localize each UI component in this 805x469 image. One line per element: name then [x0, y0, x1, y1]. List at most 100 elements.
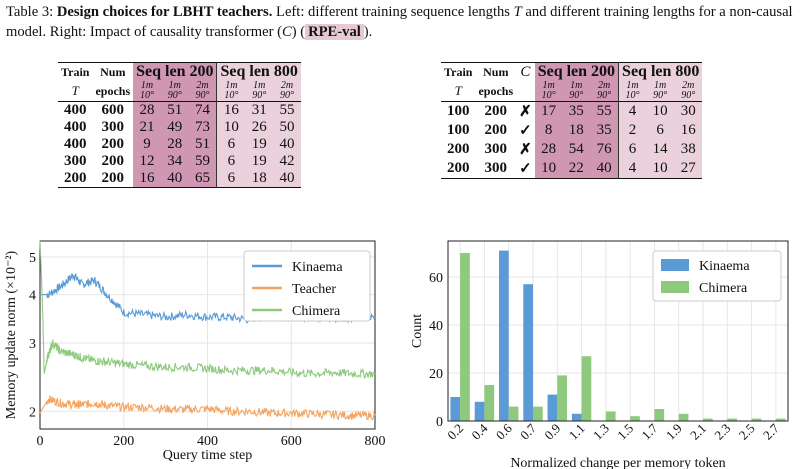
legend-label: Teacher: [292, 282, 336, 297]
x-tick-label: 200: [113, 434, 134, 449]
x-tick-label: 0.7: [517, 420, 539, 442]
bar-chimera: [508, 406, 519, 421]
y-tick-label: 3: [29, 337, 36, 352]
x-tick-label: 2.7: [760, 420, 782, 442]
cell-value: 35: [590, 121, 619, 140]
x-tick-label: 1.3: [590, 421, 612, 443]
y-tick-label: 60: [429, 271, 443, 286]
y-tick-label: 20: [429, 367, 443, 382]
cell-value: 55: [590, 101, 619, 121]
sub-header: 10°: [216, 91, 246, 102]
x-tick-label: 0.4: [468, 420, 490, 442]
cell-causality: ✗: [519, 142, 532, 158]
bar-chimera: [533, 406, 543, 421]
cell-train-T: 400: [63, 102, 87, 118]
cell-epochs: 300: [484, 160, 508, 176]
y-tick-label: 40: [429, 319, 443, 334]
normalized-change-histogram: 0 20 40 60 0.2 0.4 0.6 0.7 0.9 1.1 1.3 1.5 1.7 1.9 2.1…: [410, 240, 789, 469]
x-axis-label: Query time step: [163, 448, 252, 463]
cell-train-T: 400: [63, 136, 87, 152]
x-tick-label: 0.6: [493, 420, 515, 442]
legend-label: Chimera: [699, 281, 748, 296]
bar-chimera: [654, 409, 665, 421]
table-row: 400 300 21 49 73 10 26 50: [58, 119, 301, 136]
memory-update-norm-chart: 0 200 400 600 800 2 3 4 5 Kinaema Teacher Chimera Qu…: [4, 240, 386, 463]
sub-header: 90°: [674, 91, 703, 102]
cell-train-T: 400: [63, 119, 87, 135]
bar-chimera: [775, 418, 786, 421]
cell-value: 9: [133, 136, 161, 153]
cell-epochs: 600: [101, 102, 125, 118]
header-train: Train: [444, 64, 473, 79]
cell-value: 51: [188, 136, 217, 153]
y-tick-label: 2: [29, 405, 36, 420]
cell-value: 31: [245, 101, 274, 119]
caption-title: Design choices for LBHT teachers.: [56, 4, 273, 20]
cell-value: 42: [273, 153, 301, 170]
x-tick-label: 0: [37, 434, 44, 449]
sub-header: 1m: [160, 81, 189, 91]
sub-header: 10°: [133, 91, 161, 102]
cell-value: 26: [245, 119, 274, 136]
caption-text-b: and different training lengths for a non…: [6, 4, 793, 40]
plot-frame: [39, 240, 376, 430]
caption-T: T: [513, 4, 522, 20]
cell-causality: ✓: [519, 123, 532, 139]
bar-chimera: [557, 375, 567, 421]
sub-header: 1m: [245, 81, 274, 91]
header-num: Num: [483, 64, 509, 79]
cell-value: 28: [160, 136, 189, 153]
sub-header: 90°: [273, 91, 301, 102]
y-tick-label: 0: [436, 415, 443, 430]
sub-header: 2m: [188, 81, 217, 91]
bar-chimera: [678, 413, 689, 421]
cell-epochs: 200: [101, 136, 125, 152]
bar-kinaema: [450, 397, 461, 421]
x-tick-label: 1.5: [614, 421, 636, 443]
cell-value: 6: [618, 140, 647, 159]
legend-box: [243, 250, 371, 322]
y-axis-label: Count: [410, 314, 425, 348]
sub-header: 10°: [618, 91, 647, 102]
cell-value: 10: [646, 159, 675, 179]
bar-kinaema: [523, 284, 533, 421]
sub-header: 1m: [133, 81, 161, 91]
cell-value: 73: [188, 119, 217, 136]
bar-chimera: [703, 418, 713, 421]
cell-epochs: 300: [101, 119, 125, 135]
bar-kinaema: [499, 250, 509, 421]
header-num: Num: [100, 64, 126, 79]
y-axis-label: Memory update norm (×10⁻²): [4, 250, 19, 419]
sub-header: 90°: [160, 91, 189, 102]
cell-value: 19: [245, 136, 274, 153]
cell-value: 6: [216, 153, 246, 170]
cell-value: 6: [646, 121, 675, 140]
cell-value: 6: [216, 170, 246, 188]
cell-value: 49: [160, 119, 189, 136]
sub-header: 1m: [216, 81, 246, 91]
header-epochs: epochs: [95, 83, 131, 98]
sub-header: 1m: [534, 81, 563, 91]
cell-value: 21: [133, 119, 161, 136]
cell-value: 76: [590, 140, 619, 159]
bar-chimera: [460, 253, 470, 421]
legend-swatch: [661, 259, 689, 271]
cell-value: 16: [674, 121, 703, 140]
table-left: Train Num Seq len 200 Seq len 800 T epoc…: [58, 62, 301, 188]
x-tick-label: 2.1: [687, 421, 709, 443]
x-tick-label: 600: [281, 434, 302, 449]
cell-value: 2: [618, 121, 647, 140]
cell-value: 74: [188, 101, 217, 119]
cell-value: 10: [646, 101, 675, 121]
cell-value: 55: [273, 101, 301, 119]
cell-causality: ✗: [519, 104, 532, 120]
table-row: 200 300 ✗ 28 54 76 6 14 38: [441, 140, 703, 159]
series-line-teacher: [39, 395, 376, 421]
x-tick-label: 800: [365, 434, 386, 449]
caption-text-a: Left: different training sequence length…: [272, 4, 514, 20]
cell-value: 30: [674, 101, 703, 121]
cell-value: 10: [534, 159, 563, 179]
header-seq800: Seq len 800: [216, 62, 301, 81]
legend-swatch: [661, 281, 689, 293]
bar-kinaema: [547, 394, 558, 421]
